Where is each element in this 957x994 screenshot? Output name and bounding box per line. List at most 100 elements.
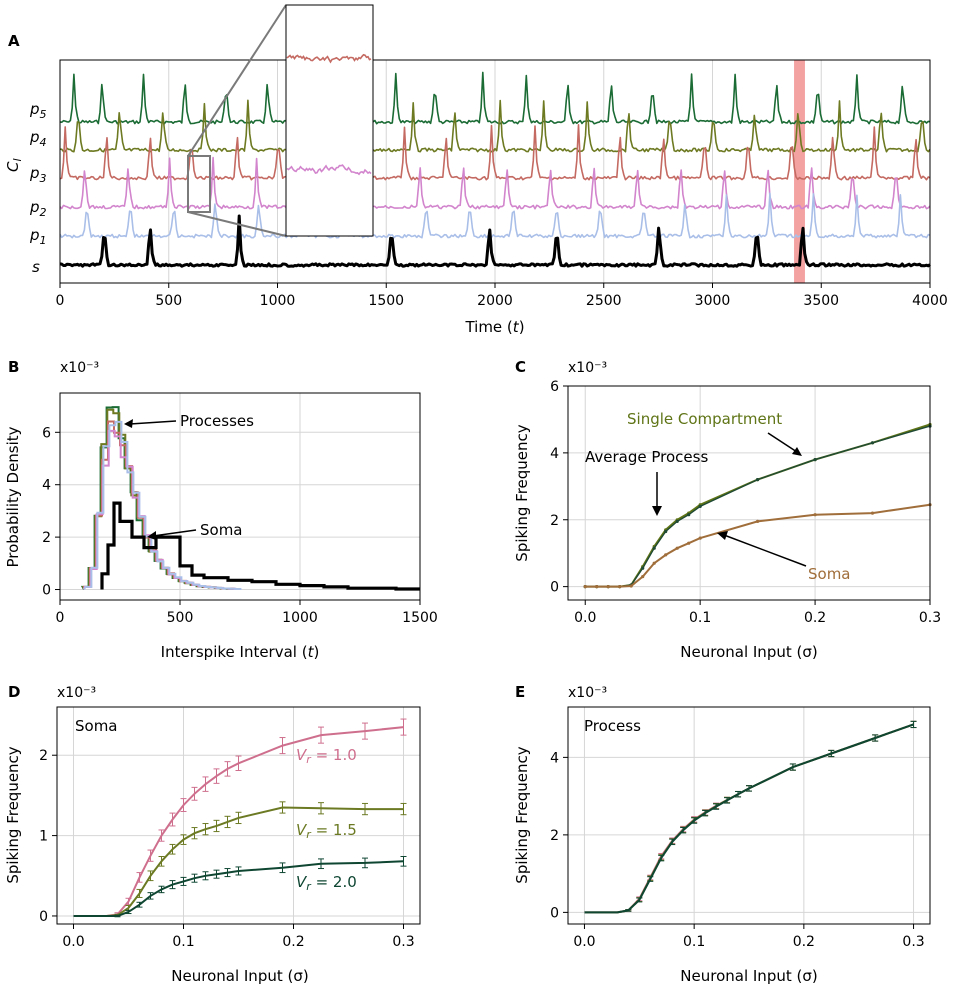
c-xtick-label: 0.2 [804, 610, 826, 626]
arrow-single-compartment [767, 432, 798, 453]
highlight-band [794, 60, 805, 283]
panel-e-xlabel: Neuronal Input (σ) [680, 967, 817, 985]
data-point [675, 546, 679, 550]
trace-p4 [59, 99, 931, 153]
trace-label-p1: p1 [29, 226, 47, 247]
arrowhead-soma-c [717, 531, 728, 540]
b-xtick-label: 0 [56, 610, 65, 626]
data-point [698, 536, 702, 540]
a-xtick-label: 1500 [368, 293, 404, 309]
e-xtick-label: 0.2 [793, 934, 815, 950]
arrow-processes [129, 420, 177, 425]
e-ytick-label: 4 [550, 750, 559, 766]
trace-s [59, 214, 931, 268]
panel-a-xlabel: Time (t) [464, 318, 524, 336]
series-line-e-1 [584, 723, 914, 914]
b-xtick-label: 1500 [402, 610, 438, 626]
data-point [756, 478, 760, 482]
series-line-d-0 [73, 726, 404, 917]
legend-vr2: Vr = 2.0 [296, 873, 357, 893]
annotation-soma-c: Soma [808, 565, 851, 583]
data-point [664, 529, 668, 534]
data-point [652, 561, 656, 565]
e-ytick-label: 2 [550, 828, 559, 844]
c-xtick-label: 0.3 [919, 610, 941, 626]
trace-p1 [59, 192, 931, 239]
panel-e-label: E [515, 683, 525, 701]
panel-a-label: A [8, 32, 20, 50]
panel-e: E x10⁻³ 0.0 0.1 0.2 0.3 0 2 4 Neuronal Input (… [513, 683, 931, 985]
panel-c-label: C [515, 358, 526, 376]
inset-box [285, 4, 374, 237]
inset-source-box [187, 155, 211, 213]
e-xtick-label: 0.3 [902, 934, 924, 950]
d-ytick-label: 1 [39, 829, 48, 845]
soma-histogram [100, 501, 420, 591]
data-point [606, 585, 610, 589]
legend-vr1: Vr = 1.0 [296, 746, 357, 766]
a-xtick-label: 4000 [912, 293, 948, 309]
c-xtick-label: 0.1 [689, 610, 711, 626]
panel-d-label: D [8, 683, 20, 701]
data-point [664, 553, 668, 557]
data-point [813, 458, 817, 462]
e-xtick-label: 0.1 [683, 934, 705, 950]
panel-b-label: B [8, 358, 19, 376]
panel-e-scale: x10⁻³ [568, 685, 607, 701]
d-xtick-label: 0.1 [172, 934, 194, 950]
data-point [687, 541, 691, 545]
c-ytick-label: 2 [550, 513, 559, 529]
trace-label-p5: p5 [29, 100, 47, 121]
trace-label-s: s [32, 258, 40, 276]
arrow-soma [152, 529, 197, 537]
data-point [813, 513, 817, 517]
panel-a-ylabel: Cl [4, 158, 24, 172]
series-line-e-2 [584, 723, 914, 914]
panel-c-xlabel: Neuronal Input (σ) [680, 643, 817, 661]
a-xtick-label: 3000 [695, 293, 731, 309]
trace-p3 [59, 124, 931, 181]
d-ytick-label: 2 [39, 748, 48, 764]
arrowhead-soma [147, 531, 156, 540]
c-ytick-label: 0 [550, 580, 559, 596]
panel-b-ylabel: Probability Density [4, 426, 22, 567]
trace-labels: p5 p4 p3 p2 p1 s [29, 100, 47, 276]
data-point [698, 504, 702, 508]
panel-c-frame [567, 385, 931, 601]
inset-trace-p2 [286, 164, 372, 176]
panel-d-frame [56, 706, 421, 925]
data-point [595, 585, 599, 589]
c-ytick-label: 4 [550, 446, 559, 462]
a-xtick-label: 2500 [586, 293, 622, 309]
data-point [756, 519, 760, 524]
legend-vr15: Vr = 1.5 [296, 821, 357, 841]
panel-d-inner-label: Soma [75, 717, 118, 735]
a-xtick-label: 500 [155, 293, 182, 309]
arrow-soma-c [723, 534, 807, 567]
data-point [675, 519, 679, 524]
inset-connector-bottom [187, 211, 287, 237]
annotation-processes: Processes [180, 412, 254, 430]
panel-b-scale: x10⁻³ [60, 360, 99, 376]
trace-label-p3: p3 [29, 164, 47, 185]
a-xtick-label: 2000 [477, 293, 513, 309]
data-point [641, 575, 645, 579]
b-ytick-label: 6 [42, 425, 51, 441]
panel-d-scale: x10⁻³ [57, 685, 96, 701]
panel-c-scale: x10⁻³ [568, 360, 607, 376]
d-xtick-label: 0.0 [62, 934, 84, 950]
c-ytick-label: 6 [550, 379, 559, 395]
panel-b: B x10⁻³ 0 500 1000 1500 0 2 4 6 Interspike Inte… [4, 358, 438, 661]
e-xtick-label: 0.0 [573, 934, 595, 950]
trace-label-p2: p2 [29, 198, 47, 219]
data-point [629, 584, 633, 588]
d-xtick-label: 0.3 [392, 934, 414, 950]
arrowhead-processes [124, 419, 133, 428]
b-ytick-label: 4 [42, 478, 51, 494]
data-point [583, 585, 587, 589]
a-xtick-label: 3500 [803, 293, 839, 309]
arrowhead-single-compartment [792, 447, 802, 456]
panel-d-ylabel: Spiking Frequency [4, 746, 22, 883]
data-point [641, 566, 645, 570]
